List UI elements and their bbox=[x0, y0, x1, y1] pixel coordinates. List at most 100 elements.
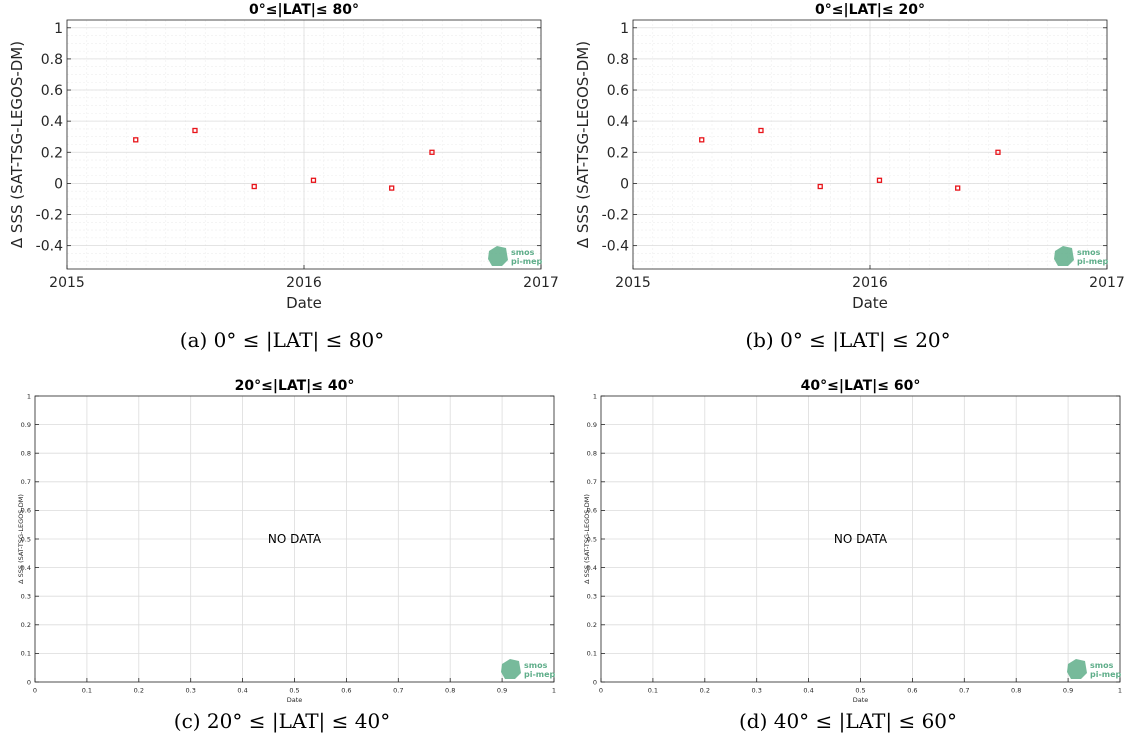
y-tick-label: 1 bbox=[27, 392, 31, 400]
panel-caption: (a) 0° ≤ |LAT| ≤ 80° bbox=[180, 328, 384, 353]
logo-line-1: smos bbox=[511, 248, 535, 257]
y-tick-label: 0.2 bbox=[587, 621, 597, 629]
y-tick-label: 0.2 bbox=[21, 621, 31, 629]
x-tick-label: 0.8 bbox=[1011, 687, 1021, 695]
y-tick-label: 1 bbox=[620, 21, 629, 37]
logo-line-1: smos bbox=[1090, 661, 1114, 670]
y-tick-label: 0.5 bbox=[21, 535, 31, 543]
x-tick-label: 0.7 bbox=[393, 687, 403, 695]
y-tick-label: 0.9 bbox=[21, 421, 31, 429]
y-tick-label: 0.8 bbox=[587, 450, 597, 458]
y-tick-label: 0 bbox=[593, 678, 597, 686]
y-tick-label: 0.7 bbox=[587, 478, 597, 486]
data-point bbox=[876, 177, 883, 183]
x-tick-label: 2016 bbox=[286, 275, 322, 291]
y-tick-label: -0.4 bbox=[602, 239, 629, 255]
x-tick-label: 0.4 bbox=[237, 687, 247, 695]
logo-line-1: smos bbox=[1077, 248, 1101, 257]
logo-emblem-icon bbox=[488, 246, 508, 266]
x-tick-label: 1 bbox=[1118, 687, 1122, 695]
x-tick-label: 0.5 bbox=[855, 687, 865, 695]
y-tick-label: 0.3 bbox=[21, 593, 31, 601]
y-tick-label: 0.2 bbox=[607, 145, 629, 161]
y-axis-label: Δ SSS (SAT-TSG-LEGOS-DM) bbox=[583, 494, 591, 584]
panel-title: 0°≤|LAT|≤ 80° bbox=[249, 2, 359, 18]
y-axis-label: Δ SSS (SAT-TSG-LEGOS-DM) bbox=[17, 494, 25, 584]
y-tick-label: 0.4 bbox=[41, 114, 63, 130]
y-tick-label: 0 bbox=[27, 678, 31, 686]
y-tick-label: 0.9 bbox=[587, 421, 597, 429]
x-tick-label: 0.1 bbox=[648, 687, 658, 695]
x-tick-label: 0.6 bbox=[907, 687, 917, 695]
logo-line-2: pi-mep bbox=[1077, 257, 1109, 266]
panel-3: 0 0.1 0.2 0.3 0.4 0.5 0.6 0.7 0.8 0.9 1 0 0.1 0.2 0.3 0… bbox=[17, 378, 556, 734]
y-tick-label: 0.4 bbox=[21, 564, 31, 572]
no-data-annotation: NO DATA bbox=[834, 532, 888, 546]
y-tick-label: 0.3 bbox=[587, 593, 597, 601]
data-point bbox=[955, 185, 961, 191]
x-tick-label: 2017 bbox=[1089, 275, 1125, 291]
y-tick-label: 0 bbox=[620, 176, 629, 192]
y-tick-label: 0.2 bbox=[41, 145, 63, 161]
logo-emblem-icon bbox=[1054, 246, 1074, 266]
x-tick-label: 2015 bbox=[49, 275, 85, 291]
data-point bbox=[995, 149, 1001, 155]
data-point bbox=[389, 185, 395, 191]
y-tick-label: 0.4 bbox=[607, 114, 629, 130]
data-point bbox=[817, 183, 823, 190]
y-tick-label: 0.7 bbox=[21, 478, 31, 486]
data-point bbox=[192, 127, 198, 134]
x-axis-label: Date bbox=[853, 696, 869, 704]
y-axis-label: Δ SSS (SAT-TSG-LEGOS-DM) bbox=[574, 41, 592, 248]
panel-caption: (b) 0° ≤ |LAT| ≤ 20° bbox=[745, 328, 950, 353]
panel-title: 20°≤|LAT|≤ 40° bbox=[235, 378, 355, 394]
x-tick-label: 0.8 bbox=[445, 687, 455, 695]
data-point bbox=[133, 137, 139, 143]
panel-caption: (c) 20° ≤ |LAT| ≤ 40° bbox=[174, 709, 390, 734]
y-tick-label: -0.4 bbox=[36, 239, 63, 255]
data-point bbox=[699, 137, 705, 143]
x-axis-label: Date bbox=[286, 294, 322, 312]
panel-title: 0°≤|LAT|≤ 20° bbox=[815, 2, 925, 18]
panel-caption: (d) 40° ≤ |LAT| ≤ 60° bbox=[739, 709, 957, 734]
x-axis-label: Date bbox=[287, 696, 303, 704]
x-tick-label: 0.1 bbox=[82, 687, 92, 695]
y-tick-label: 0.5 bbox=[587, 535, 597, 543]
y-tick-label: 0.8 bbox=[21, 450, 31, 458]
logo-emblem-icon bbox=[1067, 659, 1087, 679]
y-tick-label: 0.6 bbox=[41, 83, 63, 99]
y-tick-label: 1 bbox=[54, 21, 63, 37]
y-tick-label: 0.6 bbox=[587, 507, 597, 515]
x-tick-label: 0.3 bbox=[186, 687, 196, 695]
x-tick-label: 0.7 bbox=[959, 687, 969, 695]
y-tick-label: 0.6 bbox=[21, 507, 31, 515]
logo-line-2: pi-mep bbox=[511, 257, 543, 266]
logo-line-1: smos bbox=[524, 661, 548, 670]
no-data-annotation: NO DATA bbox=[268, 532, 322, 546]
y-tick-label: 0.8 bbox=[41, 52, 63, 68]
x-tick-label: 0.9 bbox=[497, 687, 507, 695]
logo-line-2: pi-mep bbox=[524, 670, 556, 679]
data-point bbox=[251, 183, 257, 190]
x-tick-label: 2015 bbox=[615, 275, 651, 291]
logo-emblem-icon bbox=[501, 659, 521, 679]
panel-title: 40°≤|LAT|≤ 60° bbox=[801, 378, 921, 394]
y-tick-label: 0.1 bbox=[21, 650, 31, 658]
x-tick-label: 0.6 bbox=[341, 687, 351, 695]
panel-2: 2015 2016 2017 -0.4 -0.2 0 0.2 0.4 0.6 0.8 1 0°≤|LA… bbox=[574, 2, 1125, 353]
panel-4: 0 0.1 0.2 0.3 0.4 0.5 0.6 0.7 0.8 0.9 1 0 0.1 0.2 0.3 0… bbox=[583, 378, 1122, 734]
x-tick-label: 0.4 bbox=[803, 687, 813, 695]
data-point bbox=[758, 127, 764, 134]
panel-1: 2015 2016 2017 -0.4 -0.2 0 0.2 0.4 0.6 0.8 1 0°≤|LA… bbox=[8, 2, 559, 353]
y-tick-label: 0.4 bbox=[587, 564, 597, 572]
y-tick-label: -0.2 bbox=[36, 208, 63, 224]
x-tick-label: 2017 bbox=[523, 275, 559, 291]
x-tick-label: 0 bbox=[599, 687, 603, 695]
x-tick-label: 0.3 bbox=[752, 687, 762, 695]
y-tick-label: 0.8 bbox=[607, 52, 629, 68]
